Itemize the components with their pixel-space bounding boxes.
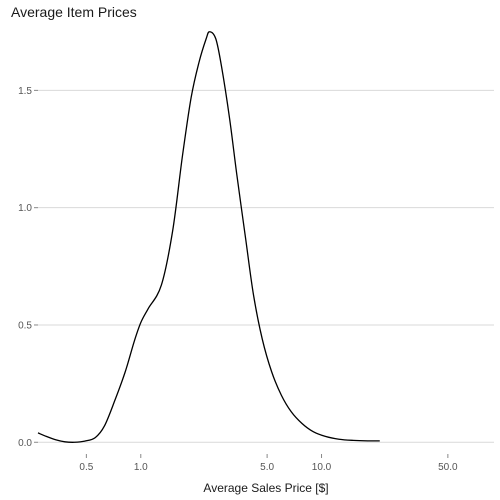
x-tick-label: 50.0 [438,462,458,473]
tick-labels: 0.0 0.5 1.0 1.5 0.5 1.0 5.0 10.0 50.0 [18,86,458,473]
chart-title: Average Item Prices [11,4,137,20]
y-tick-label: 0.0 [18,438,32,449]
density-series [37,31,380,443]
y-tick-label: 1.5 [18,86,32,97]
density-line [37,31,380,443]
x-tick-label: 10.0 [312,462,332,473]
x-tick-label: 5.0 [260,462,274,473]
y-tick-label: 1.0 [18,203,32,214]
y-tick-label: 0.5 [18,320,32,331]
x-tick-label: 0.5 [79,462,93,473]
x-tick-label: 1.0 [134,462,148,473]
x-axis-title: Average Sales Price [$] [203,481,329,495]
grid-lines [38,89,494,443]
axes [34,89,449,458]
